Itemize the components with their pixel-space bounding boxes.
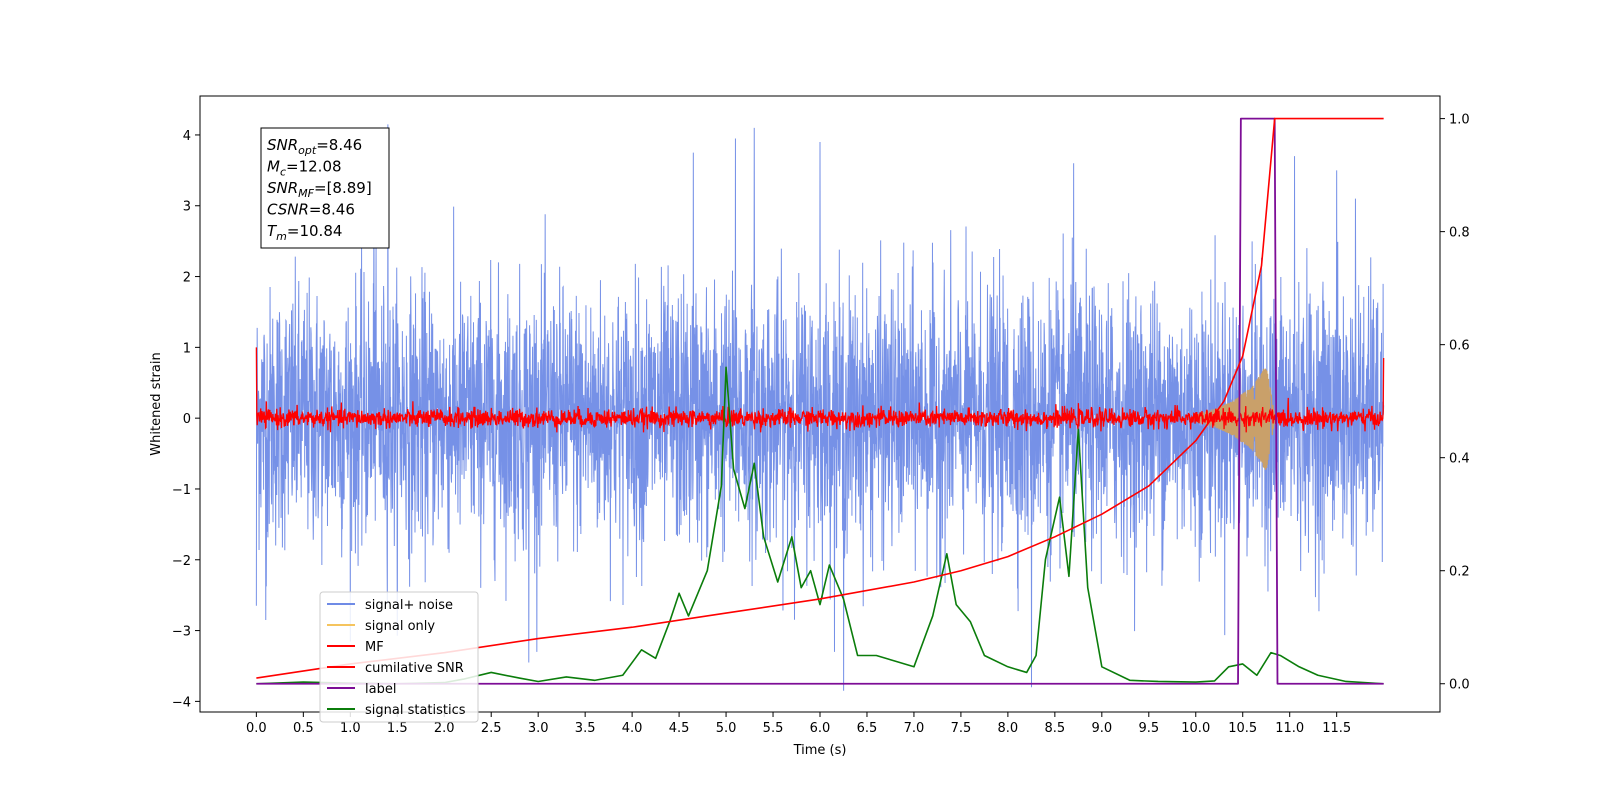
- legend-label: cumilative SNR: [365, 661, 464, 676]
- y-left-tick-label: 4: [183, 129, 191, 144]
- x-tick-label: 10.0: [1181, 721, 1210, 736]
- legend-label: signal only: [365, 619, 435, 634]
- x-tick-label: 6.5: [857, 721, 878, 736]
- y-left-tick-label: −1: [172, 483, 191, 498]
- annotation-line: SNRMF=[8.89]: [267, 179, 372, 200]
- annotation-line: CSNR=8.46: [267, 201, 355, 219]
- x-tick-label: 9.0: [1091, 721, 1112, 736]
- annotation-box: SNRopt=8.46Mc=12.08SNRMF=[8.89]CSNR=8.46…: [260, 127, 390, 249]
- x-tick-label: 0.0: [246, 721, 267, 736]
- axes-layer: 0.0 0.5 1.0 1.5 2.0 2.5 3.0 3.5 4.0 4.5 5.0 5.5 6.0 6…: [172, 113, 1470, 736]
- annotation-line: SNRopt=8.46: [267, 136, 362, 157]
- y-right-tick-label: 0.6: [1449, 339, 1470, 354]
- y-left-tick-label: 3: [183, 200, 191, 215]
- x-tick-label: 7.5: [951, 721, 972, 736]
- x-tick-label: 8.0: [998, 721, 1019, 736]
- y-left-tick-label: 2: [183, 271, 191, 286]
- x-tick-label: 3.0: [528, 721, 549, 736]
- x-tick-label: 2.5: [481, 721, 502, 736]
- legend-label: MF: [365, 640, 384, 655]
- y-axis-label: Whitened strain: [149, 352, 164, 455]
- legend-frame: [319, 591, 479, 723]
- x-tick-label: 5.5: [763, 721, 784, 736]
- x-tick-label: 4.0: [622, 721, 643, 736]
- series-cumilative-snr-line: [256, 117, 1384, 679]
- x-tick-label: 10.5: [1228, 721, 1257, 736]
- x-tick-label: 5.0: [716, 721, 737, 736]
- series-mf-line: [255, 347, 1385, 433]
- x-tick-label: 0.5: [293, 721, 314, 736]
- legend: signal+ noise signal only MF cumilative SNR…: [319, 591, 479, 723]
- annotation-frame: [260, 127, 390, 249]
- x-tick-label: 1.5: [387, 721, 408, 736]
- y-right-tick-label: 0.2: [1449, 565, 1470, 580]
- y-left-tick-label: −3: [172, 625, 191, 640]
- x-tick-label: 8.5: [1045, 721, 1066, 736]
- y-right-tick-label: 1.0: [1449, 113, 1470, 128]
- annotation-line: Tm=10.84: [267, 222, 342, 243]
- y-right-tick-label: 0.0: [1449, 678, 1470, 693]
- series-layer: [255, 117, 1385, 691]
- x-tick-label: 11.5: [1322, 721, 1351, 736]
- y-left-tick-label: 1: [183, 341, 191, 356]
- series-signal-statistics-line: [256, 366, 1384, 685]
- x-tick-label: 3.5: [575, 721, 596, 736]
- y-right-tick-label: 0.4: [1449, 452, 1470, 467]
- x-tick-label: 11.0: [1275, 721, 1304, 736]
- x-tick-label: 6.0: [810, 721, 831, 736]
- legend-label: signal statistics: [365, 703, 466, 718]
- x-tick-label: 7.0: [904, 721, 925, 736]
- x-tick-label: 4.5: [669, 721, 690, 736]
- x-axis-label: Time (s): [793, 743, 847, 758]
- x-tick-label: 1.0: [340, 721, 361, 736]
- y-right-tick-label: 0.8: [1449, 226, 1470, 241]
- annotation-line: Mc=12.08: [267, 158, 342, 179]
- y-left-tick-label: 0: [183, 412, 191, 427]
- series-label-line: [256, 117, 1384, 685]
- x-tick-label: 9.5: [1138, 721, 1159, 736]
- y-left-tick-label: −4: [172, 695, 191, 710]
- y-left-tick-label: −2: [172, 554, 191, 569]
- legend-label: signal+ noise: [365, 598, 453, 613]
- legend-label: label: [365, 682, 396, 697]
- x-tick-label: 2.0: [434, 721, 455, 736]
